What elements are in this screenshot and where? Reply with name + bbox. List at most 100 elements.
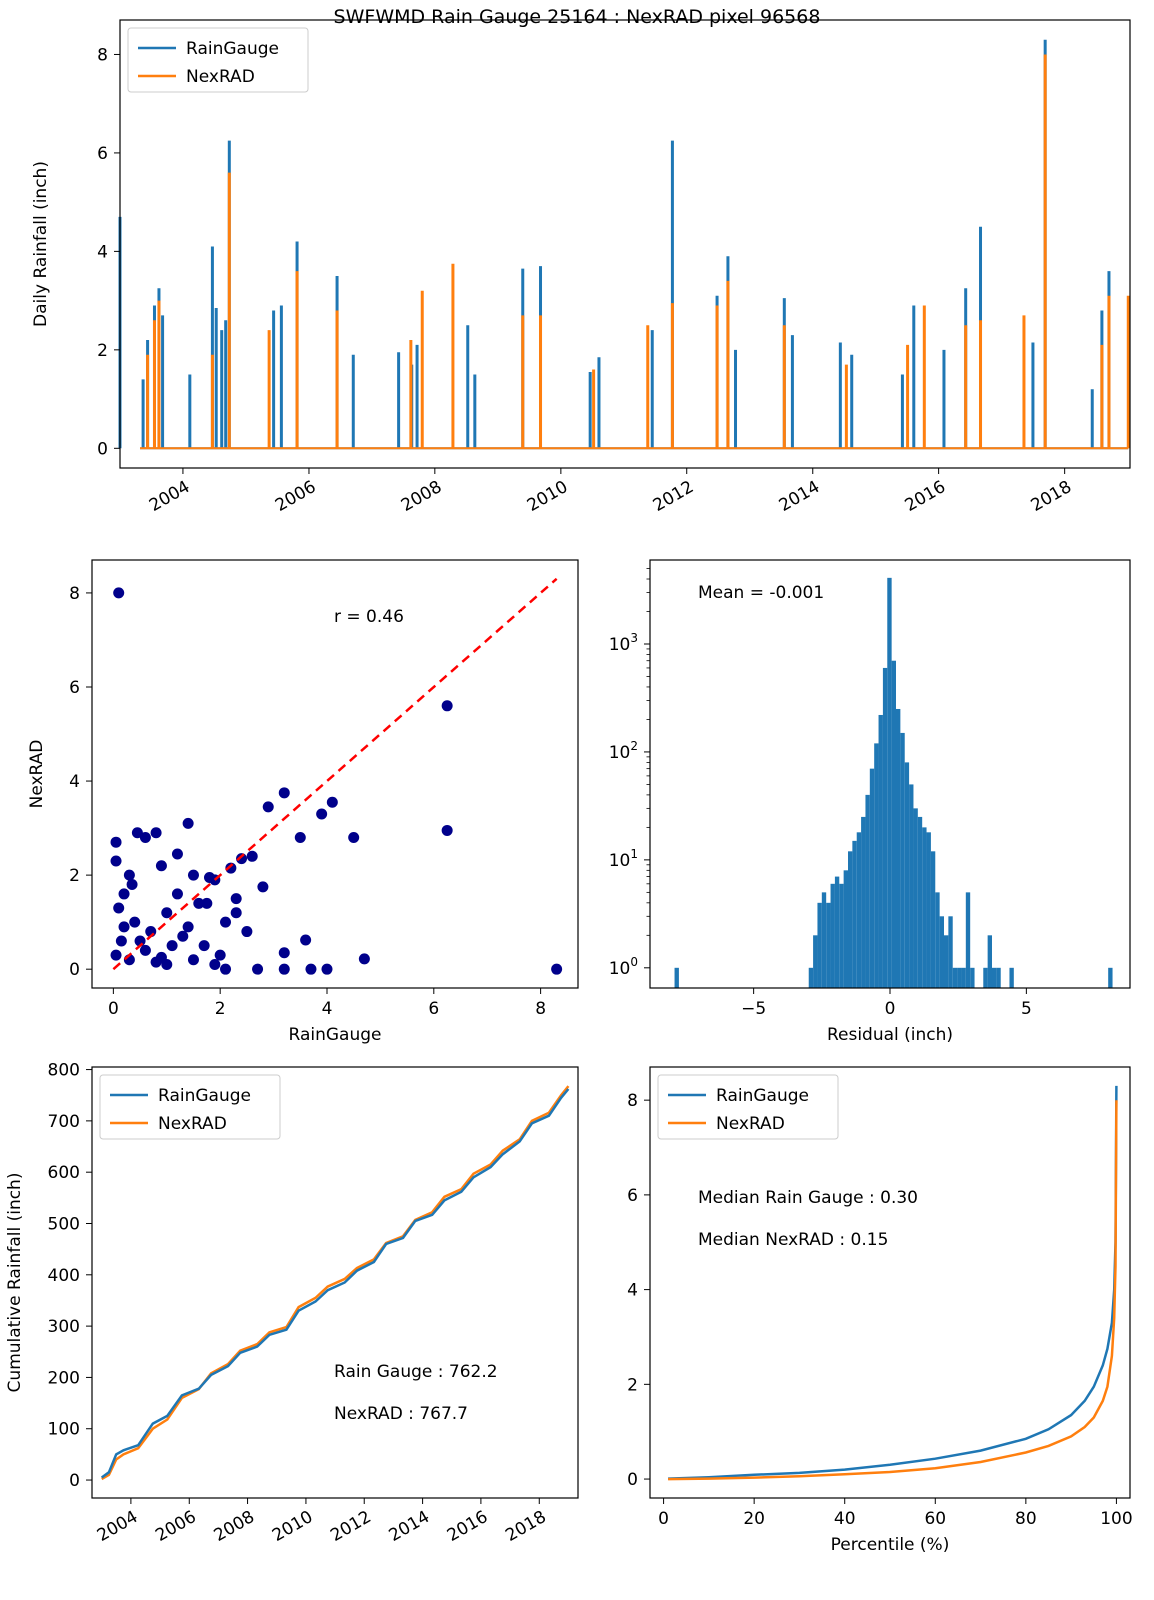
histogram-bar (826, 902, 831, 988)
scatter-point (110, 949, 122, 961)
scatter-point (131, 827, 143, 839)
histogram-bar (900, 732, 905, 988)
histogram-bar (909, 784, 914, 988)
percentile-line-nexrad (668, 1100, 1118, 1481)
daily-series-nexrad (140, 54, 1130, 450)
histogram-bar (952, 967, 958, 988)
scatter-xtick-label: 4 (322, 999, 333, 1019)
scatter-point (150, 827, 162, 839)
scatter-point (246, 850, 258, 862)
scatter-xtick-label: 0 (108, 999, 119, 1019)
histogram-bar (1009, 967, 1014, 988)
scatter-point (220, 963, 232, 975)
scatter-point (166, 940, 178, 952)
scatter-point (326, 796, 338, 808)
cumulative-line-nexrad (101, 1085, 570, 1481)
cumulative-ytick-label: 700 (48, 1112, 80, 1132)
scatter-point (193, 897, 205, 909)
percentile-legend-label: NexRAD (716, 1114, 785, 1134)
daily-series-raingauge (118, 39, 1129, 450)
scatter-ylabel: NexRAD (27, 740, 47, 809)
scatter-point (171, 888, 183, 900)
histogram-bar (813, 935, 818, 988)
cumulative-xtick-label: 2008 (211, 1507, 258, 1546)
scatter-point (214, 949, 226, 961)
scatter-point (161, 907, 173, 919)
histogram-bar (878, 714, 883, 988)
cumulative-ytick-label: 300 (48, 1317, 80, 1337)
histogram-bar (839, 883, 844, 988)
histogram-bar (821, 892, 827, 988)
hist-ytick-exponent: 1 (630, 847, 638, 861)
correlation-annotation: r = 0.46 (334, 607, 404, 627)
scatter-point (171, 848, 183, 860)
percentile-legend-label: RainGauge (716, 1086, 809, 1106)
histogram-bar (948, 916, 953, 988)
scatter-point (161, 958, 173, 970)
daily-xtick-label: 2012 (650, 477, 697, 516)
histogram-bar (865, 794, 870, 988)
histogram-bar (957, 967, 962, 988)
scatter-point (187, 954, 199, 966)
total-raingauge-annotation: Rain Gauge : 762.2 (334, 1362, 498, 1382)
scatter-point (110, 855, 122, 867)
percentile-xtick-label: 20 (743, 1509, 765, 1529)
scatter-point (150, 956, 162, 968)
histogram-bar (983, 967, 988, 988)
daily-xtick-label: 2016 (902, 477, 949, 516)
daily-ytick-label: 4 (97, 242, 108, 262)
hist-ytick-label: 101 (609, 847, 638, 871)
percentile-xtick-label: 0 (658, 1509, 669, 1529)
histogram-bar (930, 851, 936, 988)
scatter-point (139, 944, 151, 956)
histogram-bar (861, 816, 866, 988)
cumulative-xtick-label: 2004 (94, 1507, 141, 1546)
scatter-xtick-label: 6 (428, 999, 439, 1019)
median-raingauge-annotation: Median Rain Gauge : 0.30 (698, 1188, 918, 1208)
scatter-point (441, 700, 453, 712)
scatter-point (123, 869, 135, 881)
scatter-frame (91, 559, 579, 989)
percentile-ytick-label: 2 (627, 1375, 638, 1395)
scatter-point (358, 953, 370, 965)
histogram-bar (917, 816, 923, 988)
hist-ytick-label: 100 (609, 955, 638, 979)
scatter-ytick-label: 8 (69, 584, 80, 604)
histogram-bar (965, 892, 971, 988)
hist-xtick-label: 0 (885, 999, 896, 1019)
scatter-point (113, 902, 125, 914)
cumulative-line-raingauge (100, 1088, 570, 1479)
histogram-bar (834, 876, 840, 988)
scatter-point (300, 934, 312, 946)
daily-legend-label: NexRAD (186, 67, 255, 87)
cumulative-xtick-label: 2010 (269, 1507, 316, 1546)
scatter-point (262, 801, 274, 813)
scatter-point (118, 921, 130, 933)
scatter-point (209, 958, 221, 970)
daily-ytick-label: 6 (97, 144, 108, 164)
cumulative-frame (91, 1066, 579, 1499)
histogram-bar (674, 967, 679, 988)
daily-ytick-label: 8 (97, 45, 108, 65)
scatter-point (113, 587, 125, 599)
cumulative-chart: Rain Gauge : 762.2 NexRAD : 767.7 0 100 200 3… (5, 1061, 579, 1546)
histogram-bar (830, 883, 835, 988)
cumulative-legend-label: RainGauge (158, 1086, 251, 1106)
cumulative-ytick-label: 500 (48, 1214, 80, 1234)
median-nexrad-annotation: Median NexRAD : 0.15 (698, 1230, 888, 1250)
histogram-bar (926, 832, 931, 988)
hist-ytick-label: 103 (609, 631, 638, 655)
scatter-point (155, 860, 167, 872)
hist-xtick-label: −5 (741, 999, 766, 1019)
daily-xtick-label: 2010 (524, 477, 571, 516)
percentile-ytick-label: 0 (627, 1470, 638, 1490)
percentile-chart: Median Rain Gauge : 0.30 Median NexRAD : … (627, 1066, 1133, 1555)
cumulative-xtick-label: 2016 (444, 1507, 491, 1546)
histogram-bar (817, 902, 822, 988)
scatter-xlabel: RainGauge (289, 1025, 382, 1045)
hist-xlabel: Residual (inch) (827, 1025, 953, 1045)
cumulative-ytick-label: 0 (69, 1471, 80, 1491)
scatter-point (220, 916, 232, 928)
